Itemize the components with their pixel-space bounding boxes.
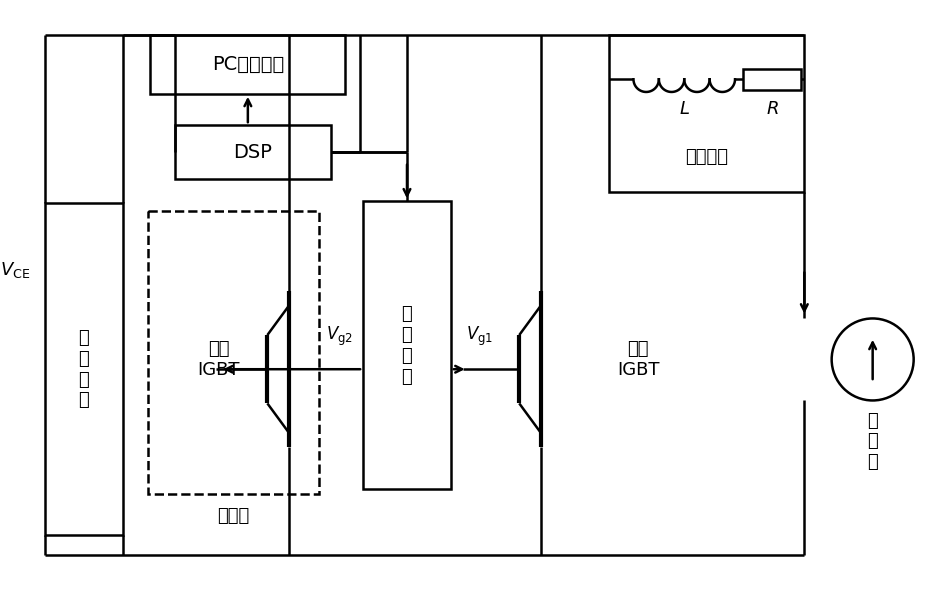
Text: 驱
动
模
块: 驱 动 模 块 [402, 305, 412, 385]
Text: PC端上位机: PC端上位机 [212, 55, 284, 74]
Bar [151, 36, 345, 94]
Text: 测试
IGBT: 测试 IGBT [198, 340, 240, 379]
Text: 开关
IGBT: 开关 IGBT [617, 340, 660, 379]
Bar [149, 211, 319, 494]
Bar [175, 125, 331, 179]
Text: $V_{\rm CE}$: $V_{\rm CE}$ [0, 260, 30, 279]
Text: $V_{\rm g2}$: $V_{\rm g2}$ [327, 324, 353, 348]
Text: 恒温箱: 恒温箱 [217, 507, 249, 525]
Text: DSP: DSP [233, 143, 272, 162]
Text: $R$: $R$ [766, 99, 778, 118]
Bar [45, 203, 123, 535]
Text: 恒
流
源: 恒 流 源 [868, 411, 878, 471]
Text: $L$: $L$ [678, 99, 690, 118]
Bar [363, 201, 451, 490]
Text: 电子负载: 电子负载 [685, 149, 728, 166]
Bar [609, 36, 805, 192]
Bar [742, 69, 802, 90]
Text: $V_{\rm g1}$: $V_{\rm g1}$ [466, 324, 493, 348]
Text: 采
集
电
路: 采 集 电 路 [78, 329, 89, 410]
